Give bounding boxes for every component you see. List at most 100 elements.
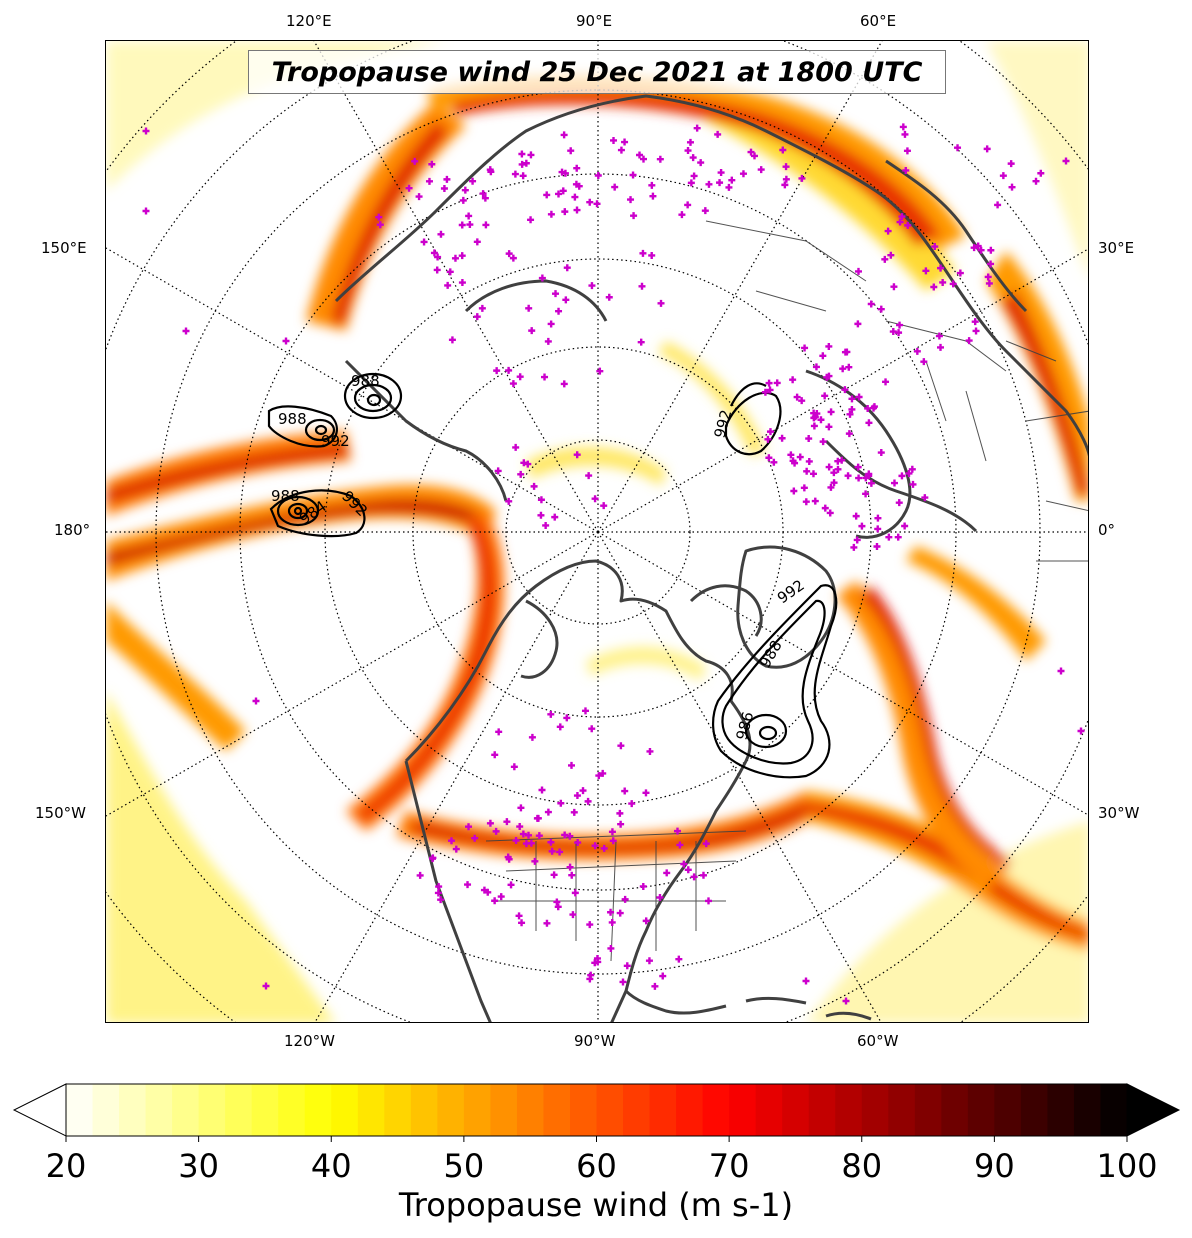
observation-marker	[544, 337, 552, 345]
observation-marker	[811, 497, 819, 505]
lon-label-top: 90°E	[576, 12, 613, 30]
observation-marker	[434, 253, 442, 261]
observation-marker	[617, 820, 625, 828]
observation-marker	[949, 280, 957, 288]
observation-marker	[999, 172, 1007, 180]
observation-marker	[182, 327, 190, 335]
observation-marker	[921, 494, 929, 502]
observation-marker	[596, 367, 604, 375]
observation-marker	[550, 871, 558, 879]
observation-marker	[628, 800, 636, 808]
observation-marker	[458, 279, 466, 287]
contour-label: 988	[351, 372, 380, 390]
observation-marker	[507, 881, 515, 889]
observation-marker	[894, 533, 902, 541]
colorbar-segment	[941, 1084, 969, 1136]
observation-marker	[639, 249, 647, 257]
observation-marker	[830, 469, 838, 477]
observation-marker	[819, 438, 827, 446]
observation-marker	[690, 873, 698, 881]
observation-marker	[461, 186, 469, 194]
observation-marker	[803, 467, 811, 475]
observation-marker	[842, 997, 850, 1005]
colorbar-segment	[225, 1084, 253, 1136]
observation-marker	[542, 521, 550, 529]
observation-marker	[465, 212, 473, 220]
observation-marker	[896, 321, 904, 329]
observation-marker	[819, 352, 827, 360]
observation-marker	[415, 193, 423, 201]
observation-marker	[697, 159, 705, 167]
contour-label: 988	[271, 487, 300, 505]
observation-marker	[805, 457, 813, 465]
observation-marker	[825, 423, 833, 431]
observation-marker	[595, 772, 603, 780]
observation-marker	[509, 254, 517, 262]
observation-marker	[935, 332, 943, 340]
observation-marker	[458, 221, 466, 229]
observation-marker	[530, 482, 538, 490]
observation-marker	[605, 293, 613, 301]
colorbar-segment	[172, 1084, 200, 1136]
observation-marker	[636, 151, 644, 159]
observation-marker	[1077, 727, 1085, 735]
observation-marker	[680, 860, 688, 868]
observation-marker	[684, 866, 692, 874]
observation-marker	[796, 453, 804, 461]
observation-marker	[440, 185, 448, 193]
observation-marker	[839, 365, 847, 373]
observation-marker	[855, 474, 863, 482]
observation-marker	[464, 881, 472, 889]
colorbar-segment	[1100, 1084, 1128, 1136]
observation-marker	[556, 848, 564, 856]
observation-marker	[642, 917, 650, 925]
contour-label: 992	[321, 432, 350, 450]
observation-marker	[701, 207, 709, 215]
lon-label-bottom: 90°W	[574, 1032, 616, 1050]
observation-marker	[845, 363, 853, 371]
observation-marker	[471, 834, 479, 842]
observation-marker	[566, 832, 574, 840]
observation-marker	[517, 804, 525, 812]
observation-marker	[649, 192, 657, 200]
observation-marker	[983, 145, 991, 153]
colorbar-tick-label: 80	[841, 1147, 883, 1185]
observation-marker	[1008, 183, 1016, 191]
observation-marker	[862, 474, 870, 482]
observation-marker	[684, 147, 692, 155]
observation-marker	[534, 814, 542, 822]
lon-label-top: 120°E	[286, 12, 332, 30]
observation-marker	[684, 201, 692, 209]
observation-marker	[646, 747, 654, 755]
observation-marker	[551, 513, 559, 521]
observation-marker	[637, 338, 645, 346]
observation-marker	[648, 251, 656, 259]
observation-marker	[497, 893, 505, 901]
observation-marker	[593, 954, 601, 962]
colorbar-tick-label: 100	[1096, 1147, 1158, 1185]
observation-marker	[512, 443, 520, 451]
observation-marker	[922, 267, 930, 275]
observation-marker	[899, 123, 907, 131]
observation-marker	[562, 296, 570, 304]
observation-marker	[548, 847, 556, 855]
observation-marker	[873, 542, 881, 550]
observation-marker	[515, 912, 523, 920]
colorbar-segment	[357, 1084, 385, 1136]
observation-marker	[538, 274, 546, 282]
observation-marker	[547, 320, 555, 328]
observation-marker	[482, 221, 490, 229]
lon-label-left: 180°	[54, 521, 91, 539]
observation-marker	[505, 366, 513, 374]
colorbar-tick-label: 40	[310, 1147, 352, 1185]
colorbar-tick-label: 60	[576, 1147, 617, 1185]
observation-marker	[793, 393, 801, 401]
sea-level-pressure-contours	[267, 372, 838, 779]
observation-marker	[812, 363, 820, 371]
map-title: Tropopause wind 25 Dec 2021 at 1800 UTC	[248, 50, 946, 94]
lon-label-bottom: 60°W	[857, 1032, 899, 1050]
observation-marker	[511, 170, 519, 178]
observation-marker	[657, 299, 665, 307]
observation-marker	[908, 465, 916, 473]
observation-marker	[987, 246, 995, 254]
